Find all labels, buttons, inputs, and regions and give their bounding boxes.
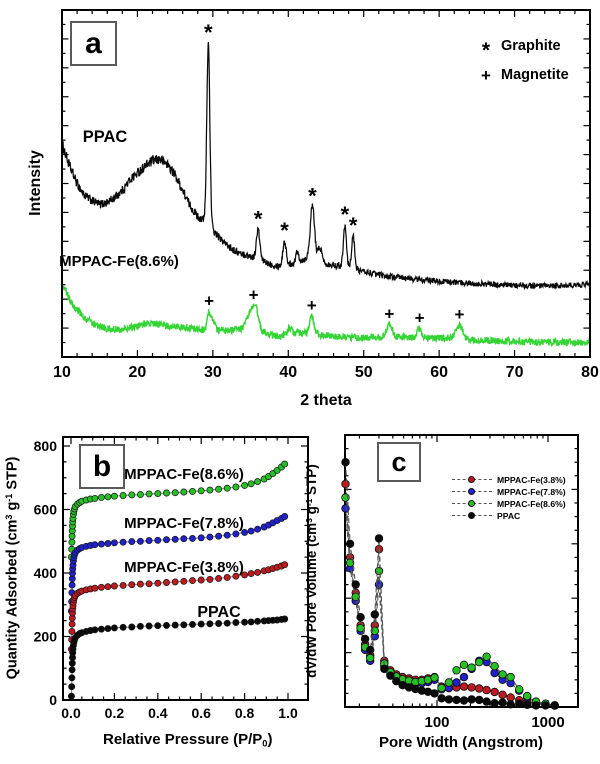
svg-text:0: 0 [49,692,57,708]
dashed-line-sample [452,488,492,497]
svg-text:70: 70 [506,364,524,381]
legend-label-ppac: PPAC [497,511,521,521]
svg-text:0.6: 0.6 [191,705,211,721]
peak-marker: + [384,304,394,323]
svg-text:50: 50 [355,364,373,381]
pore-dist-xlabel: Pore Width (Angstrom) [378,734,544,751]
peak-marker: * [280,218,289,243]
svg-text:1.0: 1.0 [278,705,298,721]
legend-row-magnetite: + Magnetite [477,65,569,85]
legend-row-graphite: * Graphite [477,36,569,62]
isotherm-ylabel: Quantity Adsorbed (cm3 g-1 STP) [4,456,21,680]
xrd-legend: * Graphite + Magnetite [477,36,569,85]
peak-marker: * [349,213,358,238]
svg-text:20: 20 [129,364,147,381]
legend-row-ppac: PPAC [452,510,566,522]
peak-marker: * [204,20,213,45]
panel-b-tag: b [79,444,125,489]
peak-marker: + [249,286,259,305]
peak-marker: + [204,292,214,311]
peak-marker: + [307,296,317,315]
pore-dist-line-PPAC [344,462,555,707]
svg-text:0.0: 0.0 [61,705,81,721]
panel-c-tag: c [377,442,421,482]
legend-label-mppac38: MPPAC-Fe(3.8%) [497,475,566,485]
legend-row-mppac86: MPPAC-Fe(8.6%) [452,498,566,510]
xrd-trace-MPPAC-Fe(8.6%) [63,285,589,348]
legend-label-magnetite: Magnetite [501,67,569,83]
peak-marker: + [455,305,465,324]
legend-label-graphite: Graphite [501,38,561,54]
svg-text:0.2: 0.2 [105,705,125,721]
svg-text:600: 600 [34,502,58,518]
isotherm-label-ppac: PPAC [197,604,241,621]
red-circle-marker-icon [468,476,475,483]
pore-dist-panel: 100 1000 [341,434,579,731]
isotherm-label-78: MPPAC-Fe(7.8%) [124,515,244,532]
svg-text:1000: 1000 [531,714,564,731]
green-circle-marker-icon [468,500,475,507]
legend-label-mppac78: MPPAC-Fe(7.8%) [497,487,566,497]
svg-text:60: 60 [430,364,448,381]
dashed-line-sample [452,500,492,509]
xrd-panel: 10 20 30 40 50 60 70 80** *** *+ ++ + + + [53,9,599,381]
plus-icon: + [481,65,491,85]
svg-text:30: 30 [204,364,222,381]
panel-a-tag: a [70,21,117,66]
svg-text:100: 100 [424,714,449,731]
peak-marker: * [254,206,263,231]
pore-dist-line-MPPAC-Fe(8.6%) [344,497,555,706]
xrd-xlabel: 2 theta [300,392,352,409]
xrd-curve-label-ppac: PPAC [82,128,128,146]
pore-dist-ylabel: dV/dW Pore Volume (cm3 g-1 STP) [304,464,320,678]
dashed-line-sample [452,476,492,485]
svg-text:800: 800 [34,438,58,454]
legend-label-mppac86: MPPAC-Fe(8.6%) [497,499,566,509]
pore-dist-legend: MPPAC-Fe(3.8%) MPPAC-Fe(7.8%) MPPAC-Fe(8… [452,474,566,522]
svg-text:0.4: 0.4 [148,705,168,721]
peak-marker: + [415,309,425,328]
svg-text:0.8: 0.8 [235,705,255,721]
svg-text:400: 400 [34,565,58,581]
xrd-curve-label-mppac: MPPAC-Fe(8.6%) [59,253,179,270]
isotherm-label-38: MPPAC-Fe(3.8%) [124,559,244,576]
xrd-ylabel: Intensity [27,150,44,216]
blue-circle-marker-icon [468,488,475,495]
dashed-line-sample [452,512,492,521]
svg-text:80: 80 [581,364,599,381]
isotherm-label-86: MPPAC-Fe(8.6%) [124,466,244,483]
svg-text:40: 40 [279,364,297,381]
legend-row-mppac38: MPPAC-Fe(3.8%) [452,474,566,486]
peak-marker: * [341,202,350,227]
black-circle-marker-icon [468,512,475,519]
peak-marker: * [308,183,317,208]
asterisk-icon: * [481,39,491,62]
svg-text:10: 10 [53,364,71,381]
xrd-trace-PPAC [63,41,589,291]
isotherm-panel: 0.0 0.2 0.4 0.6 0.8 1.0 0 200 400 600 800 [34,436,309,721]
isotherm-xlabel: Relative Pressure (P/P0) [103,731,273,749]
svg-text:200: 200 [34,629,58,645]
legend-row-mppac78: MPPAC-Fe(7.8%) [452,486,566,498]
